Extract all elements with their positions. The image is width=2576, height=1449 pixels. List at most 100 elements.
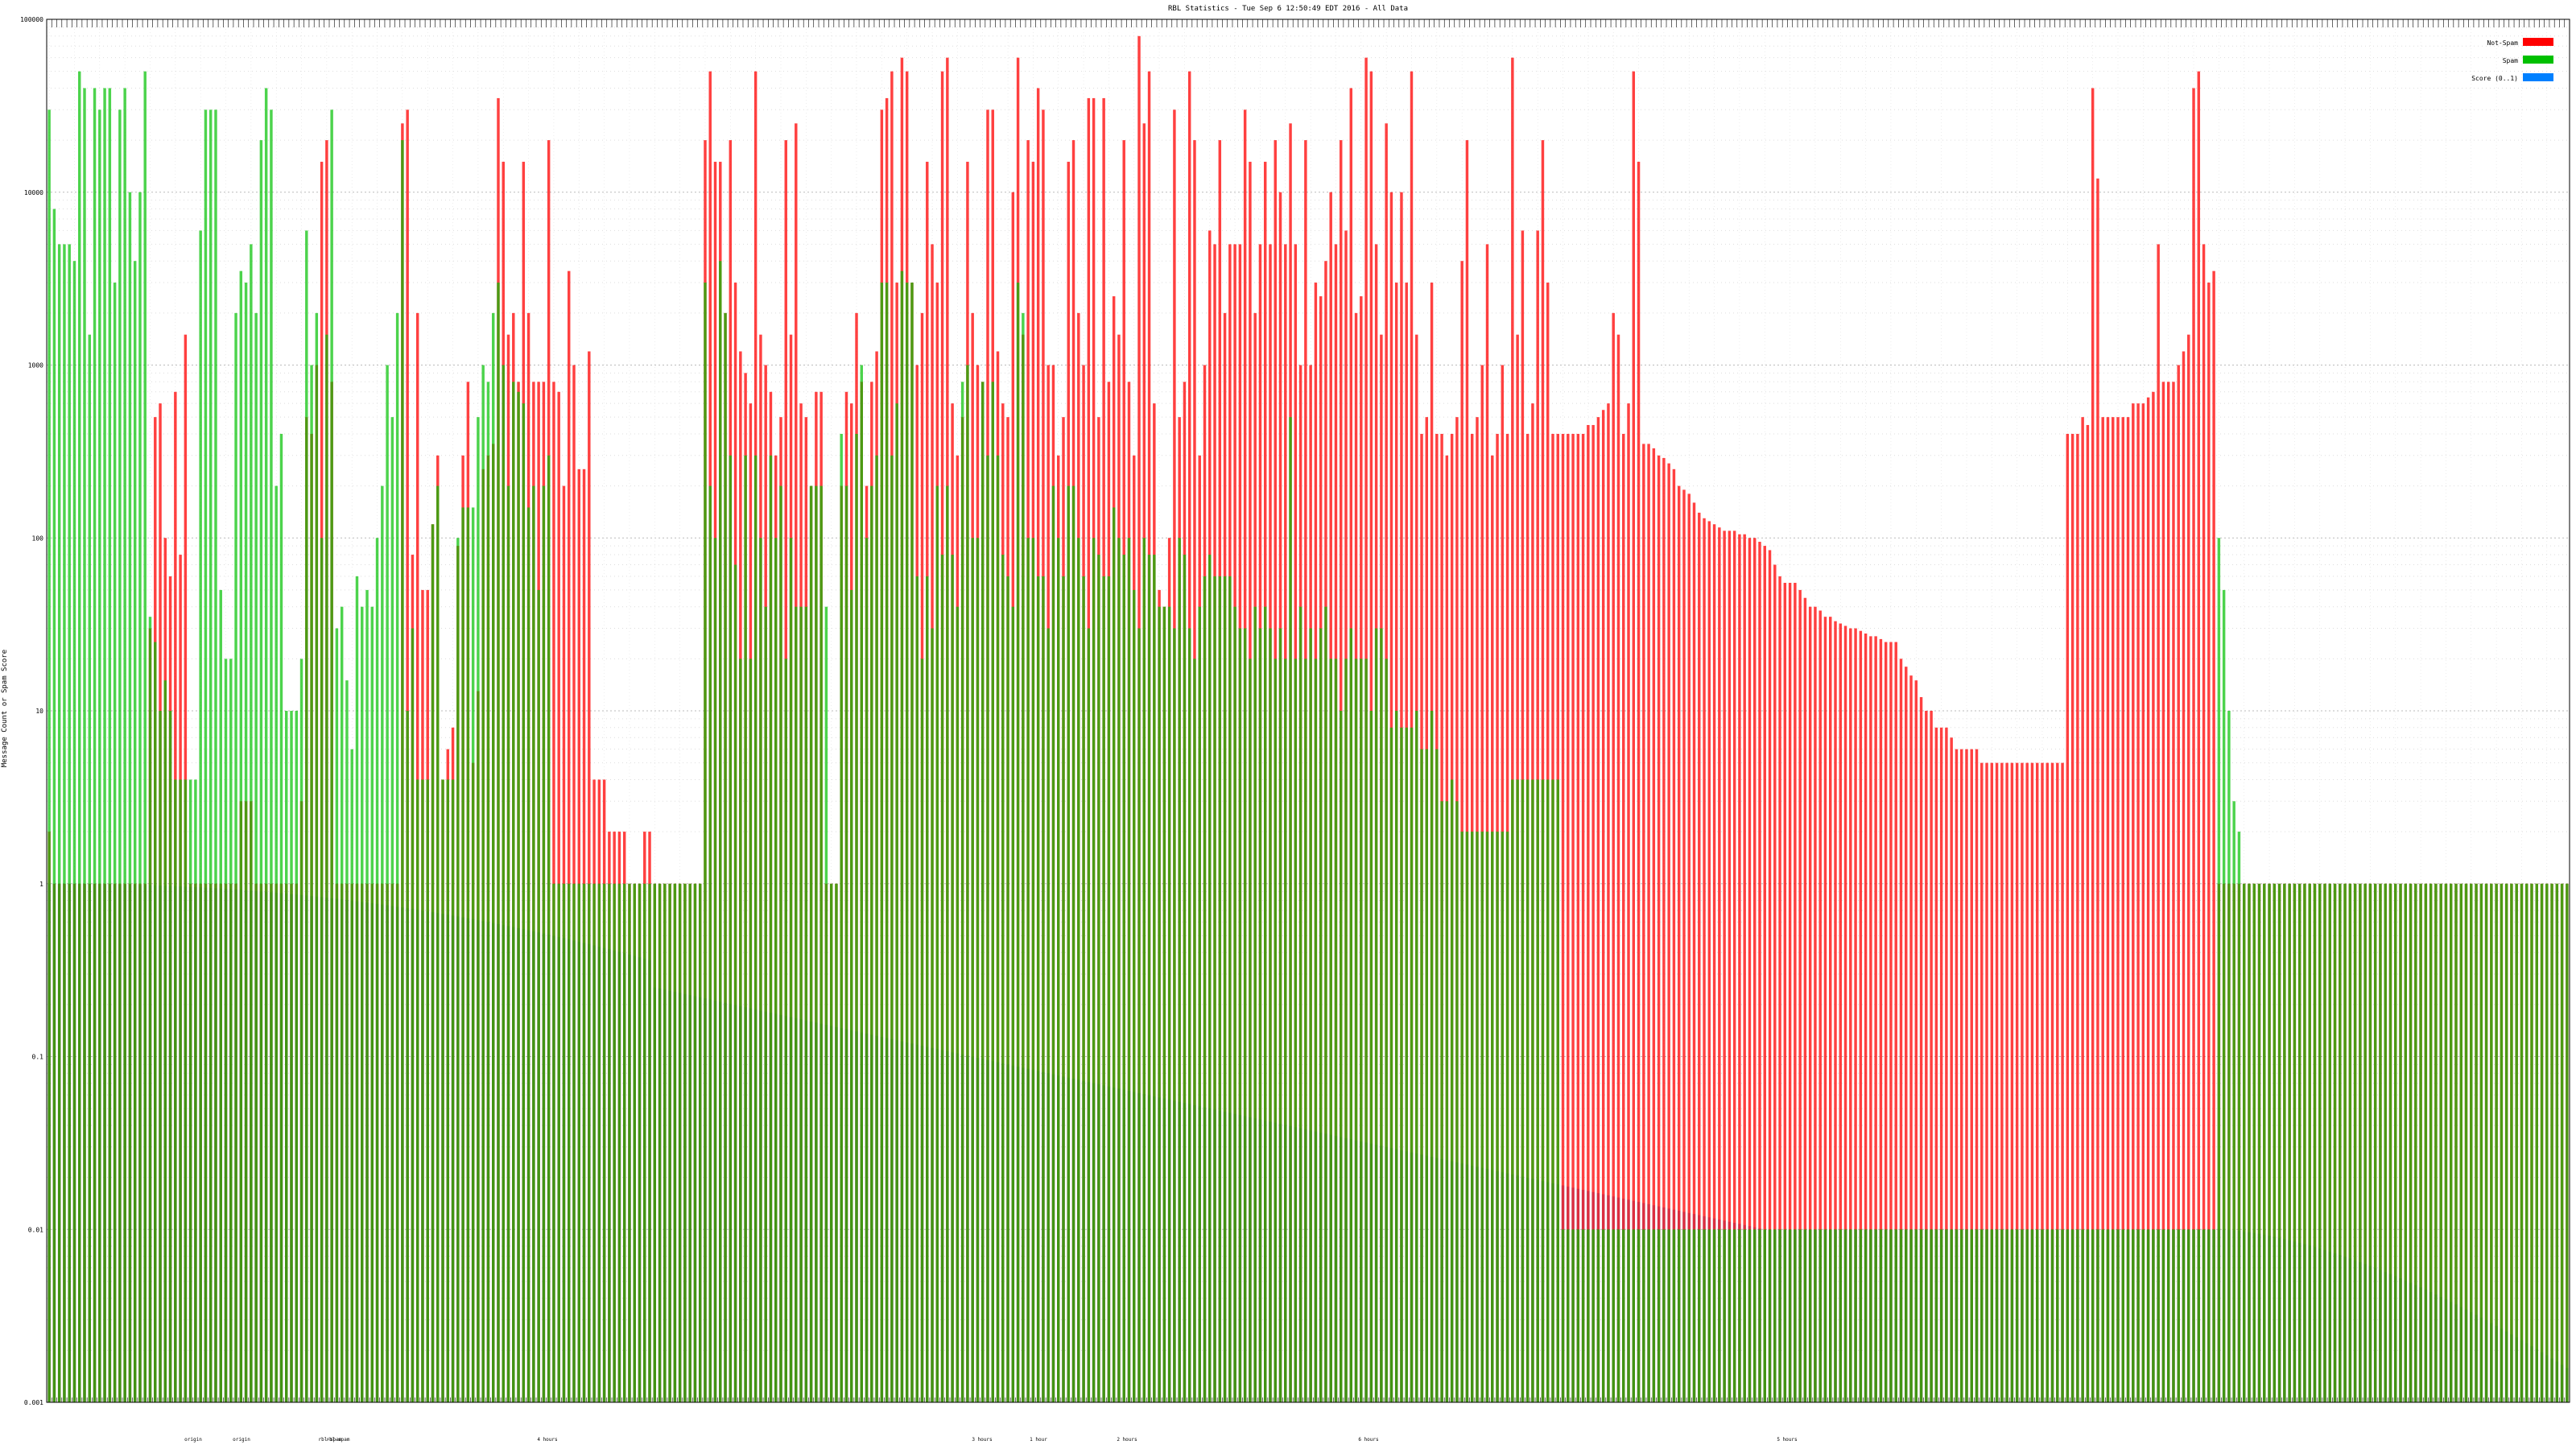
- bar-spam: [1752, 1229, 1757, 1402]
- bar-spam: [239, 270, 243, 1402]
- bar-spam: [1884, 1229, 1888, 1402]
- bar-spam: [2429, 883, 2433, 1402]
- bar-not-spam: [1596, 417, 1600, 1402]
- bar-spam: [1591, 1229, 1595, 1402]
- bar-not-spam: [1465, 140, 1469, 1403]
- bar-spam: [1839, 1229, 1842, 1402]
- bar-spam: [1187, 628, 1191, 1402]
- bar-spam: [2339, 883, 2342, 1402]
- bar-not-spam: [1849, 628, 1852, 1402]
- bar-not-spam: [1732, 530, 1736, 1403]
- bar-spam: [159, 711, 162, 1402]
- bar-not-spam: [1914, 680, 1918, 1402]
- bar-spam: [572, 883, 576, 1402]
- bar-spam: [1823, 1229, 1827, 1402]
- bar-not-spam: [2121, 417, 2125, 1402]
- bar-spam: [1834, 1229, 1837, 1402]
- bar-spam: [330, 109, 333, 1402]
- bar-spam: [381, 485, 384, 1403]
- bar-spam: [204, 109, 208, 1402]
- bar-spam: [1405, 727, 1408, 1402]
- bar-spam: [1026, 538, 1030, 1402]
- bar-spam: [1218, 576, 1222, 1402]
- bar-spam: [698, 883, 702, 1402]
- bar-not-spam: [1627, 403, 1630, 1402]
- bar-not-spam: [1985, 762, 1988, 1402]
- bar-spam: [935, 485, 939, 1403]
- bar-spam: [2242, 883, 2246, 1402]
- bar-spam: [365, 589, 369, 1402]
- bar-spam: [1394, 711, 1398, 1402]
- bar-spam: [2046, 1229, 2049, 1402]
- bar-spam: [103, 88, 106, 1402]
- bar-spam: [799, 606, 803, 1402]
- bar-not-spam: [1743, 534, 1746, 1402]
- bar-spam: [466, 507, 470, 1403]
- bar-spam: [1036, 576, 1040, 1402]
- bar-spam: [1622, 1229, 1625, 1402]
- bar-spam: [1763, 1229, 1766, 1402]
- bar-spam: [2470, 883, 2473, 1402]
- bar-not-spam: [1657, 455, 1661, 1402]
- bar-spam: [2005, 1229, 2008, 1402]
- bar-not-spam: [1879, 638, 1883, 1402]
- bar-spam: [2182, 1229, 2186, 1402]
- bar-spam: [108, 88, 112, 1402]
- bar-not-spam: [1587, 424, 1590, 1402]
- bar-spam: [2504, 883, 2508, 1402]
- bar-not-spam: [1738, 534, 1741, 1402]
- bar-spam: [613, 883, 616, 1402]
- bar-spam: [2475, 883, 2478, 1402]
- bar-spam: [875, 455, 878, 1402]
- bar-spam: [1334, 658, 1338, 1402]
- bar-spam: [1142, 538, 1146, 1402]
- bar-spam: [759, 538, 762, 1402]
- bar-spam: [2157, 1229, 2160, 1402]
- bar-spam: [1919, 1229, 1923, 1402]
- bar-spam: [850, 589, 853, 1402]
- bar-spam: [285, 711, 288, 1402]
- bar-spam: [2333, 883, 2337, 1402]
- bar-spam: [1945, 1229, 1948, 1402]
- bar-spam: [1601, 1229, 1605, 1402]
- bar-spam: [1309, 628, 1312, 1402]
- bar-spam: [1062, 576, 1065, 1402]
- bar-not-spam: [1778, 576, 1781, 1402]
- bar-spam: [1042, 576, 1045, 1402]
- bar-not-spam: [2212, 270, 2215, 1402]
- bar-spam: [789, 538, 793, 1402]
- bar-spam: [491, 312, 495, 1403]
- bar-spam: [1178, 538, 1181, 1402]
- bar-spam: [835, 883, 838, 1402]
- bar-spam: [658, 883, 662, 1402]
- bar-spam: [1304, 658, 1307, 1402]
- bar-spam: [1238, 628, 1242, 1402]
- bar-spam: [138, 192, 142, 1402]
- bar-spam: [885, 283, 889, 1402]
- bar-spam: [88, 334, 92, 1403]
- x-category-label: 2 hours: [1117, 1437, 1137, 1443]
- bar-spam: [1071, 485, 1075, 1403]
- bar-spam: [1092, 538, 1096, 1402]
- bars-layer: [47, 35, 2569, 1403]
- bar-spam: [2061, 1229, 2064, 1402]
- bar-spam: [1112, 507, 1116, 1403]
- bar-spam: [582, 883, 586, 1402]
- bar-spam: [2439, 883, 2442, 1402]
- bar-spam: [617, 883, 621, 1402]
- bar-spam: [2535, 883, 2538, 1402]
- x-category-label: 5 hours: [1777, 1437, 1798, 1443]
- bar-not-spam: [1607, 403, 1610, 1402]
- bar-not-spam: [1965, 749, 1968, 1402]
- bar-spam: [128, 192, 132, 1402]
- bar-spam: [441, 779, 444, 1402]
- y-tick-label: 0.01: [28, 1226, 43, 1233]
- bar-not-spam: [1869, 636, 1872, 1402]
- bar-spam: [678, 883, 682, 1402]
- bar-not-spam: [1783, 583, 1787, 1402]
- bar-not-spam: [1703, 518, 1706, 1402]
- bar-spam: [2566, 883, 2569, 1402]
- bar-spam: [1859, 1229, 1863, 1402]
- bar-spam: [244, 283, 248, 1402]
- bar-not-spam: [1814, 606, 1817, 1402]
